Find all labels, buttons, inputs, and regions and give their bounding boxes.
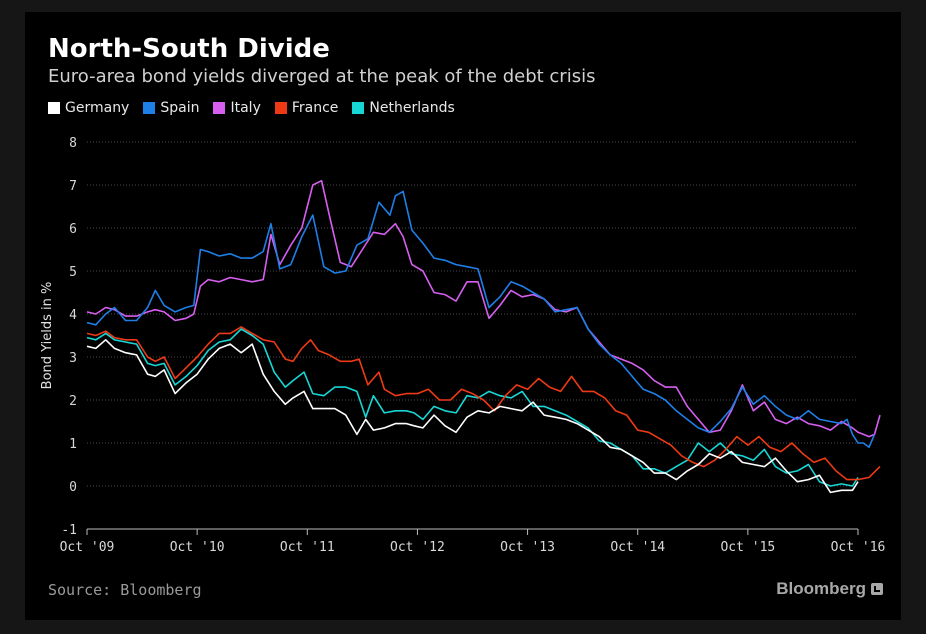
y-tick-label: 3 — [69, 351, 77, 366]
legend-swatch — [48, 102, 60, 114]
line-chart: -1 0 1 2 3 4 5 6 7 8 Oct '09 Oct '10 Oct '11 Oct '12 O… — [40, 136, 886, 555]
y-axis-label: Bond Yields in % — [40, 282, 55, 390]
chart-title: North-South Divide — [48, 34, 330, 64]
x-tick-label: Oct '14 — [610, 540, 665, 555]
series-line-spain — [86, 190, 876, 449]
legend-item-germany: Germany — [48, 100, 129, 116]
y-tick-label: 0 — [69, 480, 77, 495]
legend-label: Germany — [65, 100, 130, 116]
legend-swatch — [274, 102, 287, 114]
legend-label: Italy — [230, 100, 261, 116]
chart-legend: Germany Spain Italy France Netherlands — [48, 100, 455, 116]
x-tick-label: Oct '13 — [500, 540, 555, 555]
legend-label: France — [291, 100, 339, 116]
y-tick-label: 5 — [69, 265, 77, 280]
chart-card: North-South Divide Euro-area bond yields… — [25, 12, 901, 620]
x-tick-label: Oct '12 — [390, 540, 445, 555]
legend-swatch — [143, 102, 156, 114]
x-tick-label: Oct '15 — [720, 540, 775, 555]
legend-item-netherlands: Netherlands — [352, 100, 455, 116]
x-tick-label: Oct '16 — [831, 540, 886, 555]
legend-item-spain: Spain — [143, 100, 199, 116]
legend-label: Spain — [160, 100, 200, 116]
series-line-germany — [86, 339, 859, 494]
y-tick-label: 6 — [69, 222, 77, 237]
y-tick-label: 7 — [69, 179, 77, 194]
y-tick-label: -1 — [61, 523, 77, 538]
y-tick-label: 4 — [69, 308, 77, 323]
source-note: Source: Bloomberg — [48, 581, 202, 599]
legend-item-france: France — [274, 100, 339, 116]
y-tick-label: 2 — [69, 394, 77, 409]
legend-item-italy: Italy — [213, 100, 261, 116]
y-tick-label: 1 — [69, 437, 77, 452]
x-tick-label: Oct '09 — [60, 540, 115, 555]
x-tick-label: Oct '10 — [170, 540, 225, 555]
legend-swatch — [213, 102, 226, 114]
brand-name: Bloomberg — [776, 579, 866, 598]
brand-icon — [871, 583, 883, 595]
series-line-italy — [86, 179, 881, 438]
chart-subtitle: Euro-area bond yields diverged at the pe… — [48, 66, 596, 87]
series-line-france — [86, 326, 881, 481]
y-tick-label: 8 — [69, 136, 77, 151]
x-tick-label: Oct '11 — [280, 540, 335, 555]
brand-logo: Bloomberg — [776, 579, 883, 599]
legend-label: Netherlands — [369, 100, 455, 116]
legend-swatch — [352, 102, 365, 114]
